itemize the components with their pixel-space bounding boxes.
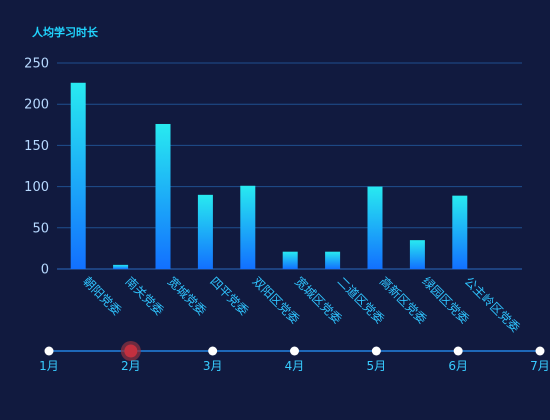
category-label: 南关党委 — [122, 274, 167, 319]
timeline-month-label[interactable]: 6月 — [448, 359, 468, 373]
timeline-dot[interactable] — [208, 346, 218, 356]
timeline-dot[interactable] — [44, 346, 54, 356]
bar — [155, 123, 171, 269]
bar — [367, 186, 383, 269]
bar — [282, 251, 298, 269]
bar — [70, 82, 86, 269]
x-axis-labels: 朝阳党委南关党委宽城党委四平党委双阳区党委宽城区党委二道区党委高新区党委绿园区党… — [80, 274, 523, 336]
category-label: 宽城党委 — [165, 274, 210, 319]
category-label: 朝阳党委 — [80, 274, 125, 319]
bar — [197, 194, 213, 269]
bar — [409, 240, 425, 269]
y-tick-label: 250 — [24, 57, 49, 72]
timeline-dot[interactable] — [371, 346, 381, 356]
category-label: 公主岭区党委 — [462, 274, 524, 336]
y-tick-label: 0 — [41, 263, 49, 278]
timeline-dot[interactable] — [535, 346, 545, 356]
y-tick-label: 50 — [32, 221, 49, 236]
timeline-month-label[interactable]: 3月 — [203, 359, 223, 373]
bars — [70, 82, 468, 269]
timeline-dot[interactable] — [290, 346, 299, 356]
timeline-month-label[interactable]: 2月 — [121, 359, 141, 373]
chart-title: 人均学习时长 — [32, 25, 99, 39]
y-axis-ticks: 0 50 100 150 200 250 — [24, 57, 49, 278]
month-timeline[interactable]: 1月 2月 3月 4月 5月 6月 7月 — [39, 341, 550, 373]
timeline-month-label[interactable]: 7月 — [530, 359, 550, 373]
timeline-month-label[interactable]: 5月 — [367, 359, 387, 373]
bar — [113, 264, 129, 269]
y-tick-label: 100 — [24, 180, 49, 195]
timeline-month-label[interactable]: 4月 — [285, 359, 305, 373]
y-tick-label: 150 — [24, 139, 49, 154]
y-tick-label: 200 — [24, 98, 49, 113]
timeline-month-label[interactable]: 1月 — [39, 359, 59, 373]
bar — [325, 251, 341, 269]
timeline-dot[interactable] — [453, 346, 463, 356]
category-label: 四平党委 — [207, 274, 252, 319]
bar — [452, 195, 468, 269]
grid-lines — [57, 62, 522, 270]
timeline-dot-active[interactable] — [124, 344, 138, 358]
bar — [240, 185, 256, 269]
